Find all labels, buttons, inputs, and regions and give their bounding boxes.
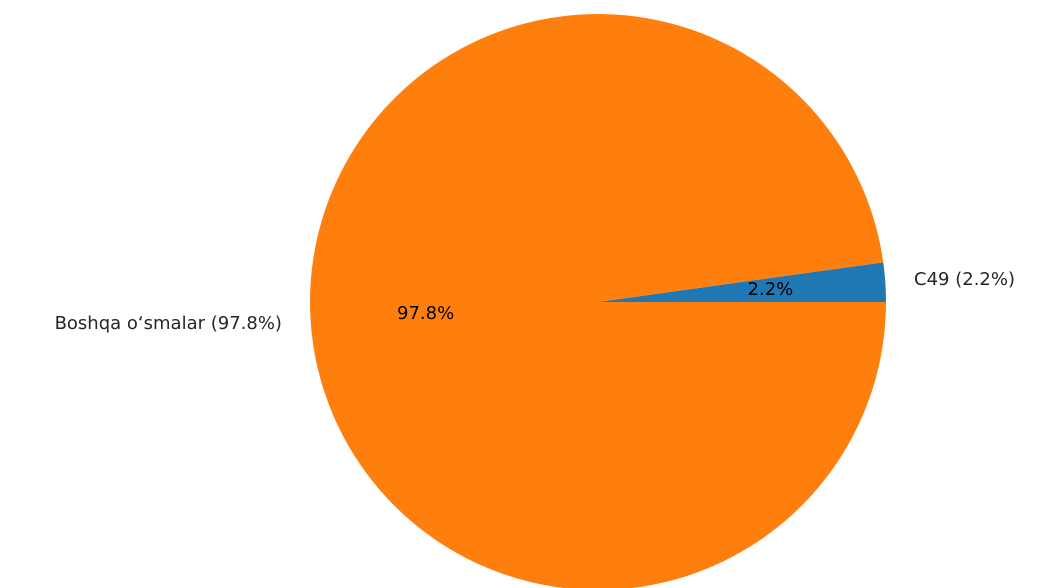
pie-slice-1 xyxy=(310,14,886,588)
slice-label-0: C49 (2.2%) xyxy=(914,269,1015,290)
slices-layer xyxy=(310,14,886,588)
slice-label-1: Boshqa o‘smalar (97.8%) xyxy=(55,313,282,334)
slice-percent-label-0: 2.2% xyxy=(748,279,794,300)
slice-percent-label-1: 97.8% xyxy=(397,303,454,324)
labels-layer: C49 (2.2%) 2.2% Boshqa o‘smalar (97.8%) 97.… xyxy=(55,269,1015,334)
pie-slice-0 xyxy=(598,262,886,302)
